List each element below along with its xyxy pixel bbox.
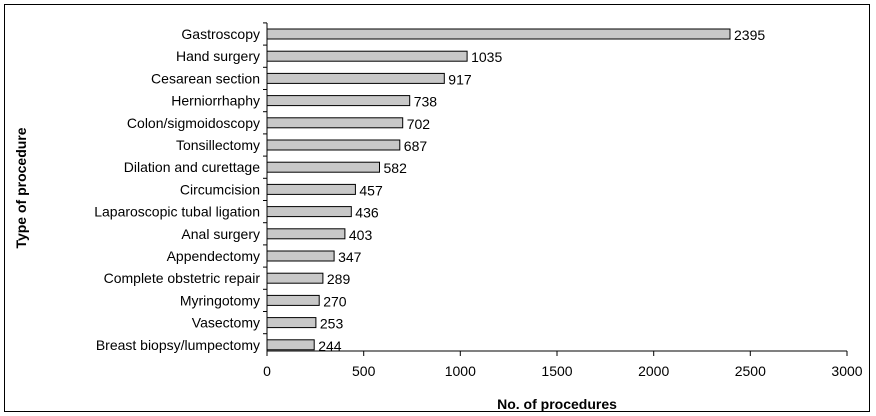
x-tick-label-6: 3000 <box>831 363 862 379</box>
bars-group <box>266 28 731 351</box>
value-label-13: 253 <box>320 316 344 332</box>
x-tick-label-4: 2000 <box>638 363 669 379</box>
bar-1 <box>266 50 468 62</box>
category-label-4: Colon/sigmoidoscopy <box>127 115 260 131</box>
value-label-12: 270 <box>323 293 347 309</box>
value-label-1: 1035 <box>471 49 502 65</box>
bar-8 <box>266 206 352 218</box>
x-tick-label-2: 1000 <box>445 363 476 379</box>
bar-13 <box>266 317 317 329</box>
bar-7 <box>266 183 356 195</box>
category-label-3: Herniorrhaphy <box>171 93 260 109</box>
category-label-9: Anal surgery <box>181 226 260 242</box>
category-label-13: Vasectomy <box>192 315 260 331</box>
bar-9 <box>266 228 346 240</box>
category-label-14: Breast biopsy/lumpectomy <box>96 337 260 353</box>
value-label-14: 244 <box>318 338 342 354</box>
chart-frame <box>4 4 870 412</box>
category-label-0: Gastroscopy <box>181 26 260 42</box>
bar-0 <box>266 28 731 40</box>
y-axis-title: Type of procedure <box>13 127 29 248</box>
value-label-5: 687 <box>404 138 428 154</box>
value-label-8: 436 <box>355 205 379 221</box>
bar-3 <box>266 95 411 107</box>
bar-11 <box>266 272 324 284</box>
category-label-1: Hand surgery <box>176 48 260 64</box>
category-label-5: Tonsillectomy <box>176 137 260 153</box>
axes-group: 0 500 1000 1500 2000 2500 3000 <box>263 22 863 379</box>
value-label-6: 582 <box>384 160 408 176</box>
bar-10 <box>266 250 335 262</box>
bar-2 <box>266 72 445 84</box>
bar-5 <box>266 139 401 151</box>
x-tick-label-5: 2500 <box>735 363 766 379</box>
category-label-8: Laparoscopic tubal ligation <box>94 204 260 220</box>
value-label-2: 917 <box>448 71 472 87</box>
x-tick-label-3: 1500 <box>541 363 572 379</box>
category-labels-group: Gastroscopy Hand surgery Cesarean section H… <box>94 26 260 353</box>
value-label-4: 702 <box>407 116 431 132</box>
value-label-11: 289 <box>327 271 351 287</box>
x-tick-label-0: 0 <box>263 363 271 379</box>
category-label-7: Circumcision <box>180 181 260 197</box>
value-label-0: 2395 <box>734 27 765 43</box>
x-axis-title: No. of procedures <box>497 396 617 412</box>
bar-12 <box>266 294 320 306</box>
value-label-7: 457 <box>359 182 383 198</box>
category-label-11: Complete obstetric repair <box>104 270 261 286</box>
value-label-10: 347 <box>338 249 362 265</box>
category-label-12: Myringotomy <box>180 292 260 308</box>
x-tick-label-1: 500 <box>352 363 376 379</box>
value-label-9: 403 <box>349 227 373 243</box>
bar-14 <box>266 339 315 351</box>
bar-4 <box>266 117 404 129</box>
category-label-2: Cesarean section <box>151 70 260 86</box>
category-label-10: Appendectomy <box>167 248 260 264</box>
value-label-3: 738 <box>414 94 438 110</box>
bar-6 <box>266 161 380 173</box>
category-label-6: Dilation and curettage <box>124 159 260 175</box>
